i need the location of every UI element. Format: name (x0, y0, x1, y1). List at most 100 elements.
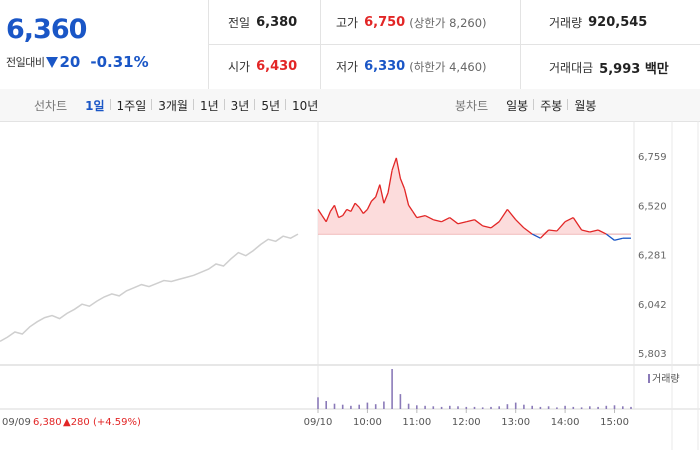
volume-bar (432, 406, 435, 409)
intraday-line-segment (379, 184, 385, 204)
intraday-line-segment (387, 170, 393, 194)
volume-bar (391, 369, 393, 409)
volume-bar (465, 406, 468, 409)
tab-3y[interactable]: 3년 (223, 97, 256, 114)
prev-day-series-line (0, 233, 299, 342)
intraday-line-segment (449, 217, 459, 225)
volume-bar (514, 402, 517, 409)
change-percent: -0.31% (90, 53, 149, 71)
intraday-line-segment (366, 200, 373, 210)
open-value: 6,430 (256, 59, 298, 74)
x-tick-label: 12:00 (452, 417, 481, 428)
x-tick-label: 13:00 (501, 417, 530, 428)
high-field: 고가 6,750 (상한가 8,260) (336, 14, 487, 31)
intraday-line-segment (412, 211, 418, 218)
volume-bar (407, 403, 410, 409)
intraday-line-segment (482, 225, 492, 229)
volume-bar (622, 406, 624, 409)
high-label: 고가 (336, 16, 359, 30)
tab-1y[interactable]: 1년 (192, 97, 225, 114)
candle-chart-label: 봉차트 (455, 98, 489, 113)
volume-bar (539, 406, 542, 409)
intraday-line-segment (581, 229, 590, 233)
x-tick-label: 09/10 (304, 417, 333, 428)
volume-bar (325, 401, 327, 409)
volume-bar (498, 406, 500, 409)
volume-bars (317, 369, 632, 409)
volume-bar (597, 406, 599, 409)
change-value: 20 (59, 53, 81, 71)
low-field: 저가 6,330 (하한가 4,460) (336, 58, 487, 75)
intraday-line-segment (441, 217, 451, 223)
volume-bar (556, 407, 558, 409)
y-tick-label: 6,281 (638, 251, 667, 262)
tab-1w[interactable]: 1주일 (109, 97, 153, 114)
intraday-line-segment (424, 215, 434, 221)
intraday-line-segment (515, 219, 525, 229)
line-chart-tabs: 선차트 1일 1주일 3개월 1년 3년 5년 10년 (34, 89, 324, 121)
intraday-line-segment (395, 157, 402, 179)
x-tick-label: 11:00 (402, 417, 431, 428)
intraday-line-segment (433, 219, 442, 223)
intraday-line-segment (362, 208, 368, 214)
tab-monthly-candle[interactable]: 월봉 (567, 97, 602, 114)
tab-daily-candle[interactable]: 일봉 (506, 98, 529, 113)
volume-bar (605, 405, 608, 409)
tab-10y[interactable]: 10년 (285, 97, 324, 114)
prev-day-line (0, 233, 299, 342)
volume-bar (506, 404, 509, 409)
volume-bar (457, 406, 459, 409)
tab-1d[interactable]: 1일 (85, 98, 105, 113)
volume-bar (449, 405, 451, 409)
volume-bar (580, 407, 583, 409)
intraday-line (317, 157, 631, 241)
volume-bar (572, 406, 575, 409)
intraday-line-segment (375, 184, 381, 198)
change-row: 전일대비 20 -0.31% (6, 53, 149, 71)
intraday-line-segment (342, 209, 348, 216)
intraday-line-segment (597, 229, 607, 235)
intraday-line-segment (605, 233, 615, 241)
y-tick-label: 6,759 (638, 152, 667, 163)
volume-bar (531, 405, 533, 409)
volume-bar (440, 406, 443, 409)
triangle-down-icon (46, 56, 59, 68)
intraday-line-segment (350, 202, 356, 212)
intraday-line-segment (333, 205, 340, 218)
intraday-line-segment (371, 196, 377, 202)
prev-close-label: 전일 (228, 16, 251, 30)
intraday-line-segment (572, 217, 583, 231)
volume-bar (613, 405, 616, 409)
price-summary: 6,360 전일대비 20 -0.31% 전일 6,380 고가 6,750 (… (0, 0, 700, 90)
footer-prev-change: ▲280 (+4.59%) (63, 417, 141, 428)
intraday-line-segment (548, 229, 557, 232)
footer-prev-close: 6,380 (33, 417, 62, 428)
intraday-line-segment (321, 215, 327, 223)
divider (208, 44, 700, 45)
open-label: 시가 (228, 60, 251, 74)
y-tick-label: 5,803 (638, 349, 667, 360)
high-value: 6,750 (364, 15, 406, 30)
tab-3m[interactable]: 3개월 (151, 97, 194, 114)
volume-value: 920,545 (588, 15, 648, 30)
volume-bar (317, 397, 319, 409)
volume-legend-swatch (648, 374, 650, 383)
price-chart: 6,759 6,520 6,281 6,042 5,803 09/10 10:00 11:0… (0, 121, 700, 450)
chart-grid (0, 121, 700, 450)
intraday-line-segment (490, 221, 500, 229)
intraday-line-segment (564, 217, 574, 223)
intraday-line-segment (399, 178, 406, 190)
y-tick-label: 6,042 (638, 300, 667, 311)
volume-bar (547, 406, 550, 409)
current-price: 6,360 (6, 14, 87, 45)
volume-bar (416, 405, 418, 409)
intraday-line-segment (556, 221, 566, 232)
intraday-area (318, 157, 631, 235)
tab-5y[interactable]: 5년 (254, 97, 286, 114)
intraday-line-segment (317, 209, 323, 216)
intraday-line-segment (531, 233, 541, 239)
intraday-line-segment (457, 221, 467, 225)
volume-bar (341, 404, 344, 409)
tab-weekly-candle[interactable]: 주봉 (533, 97, 568, 114)
